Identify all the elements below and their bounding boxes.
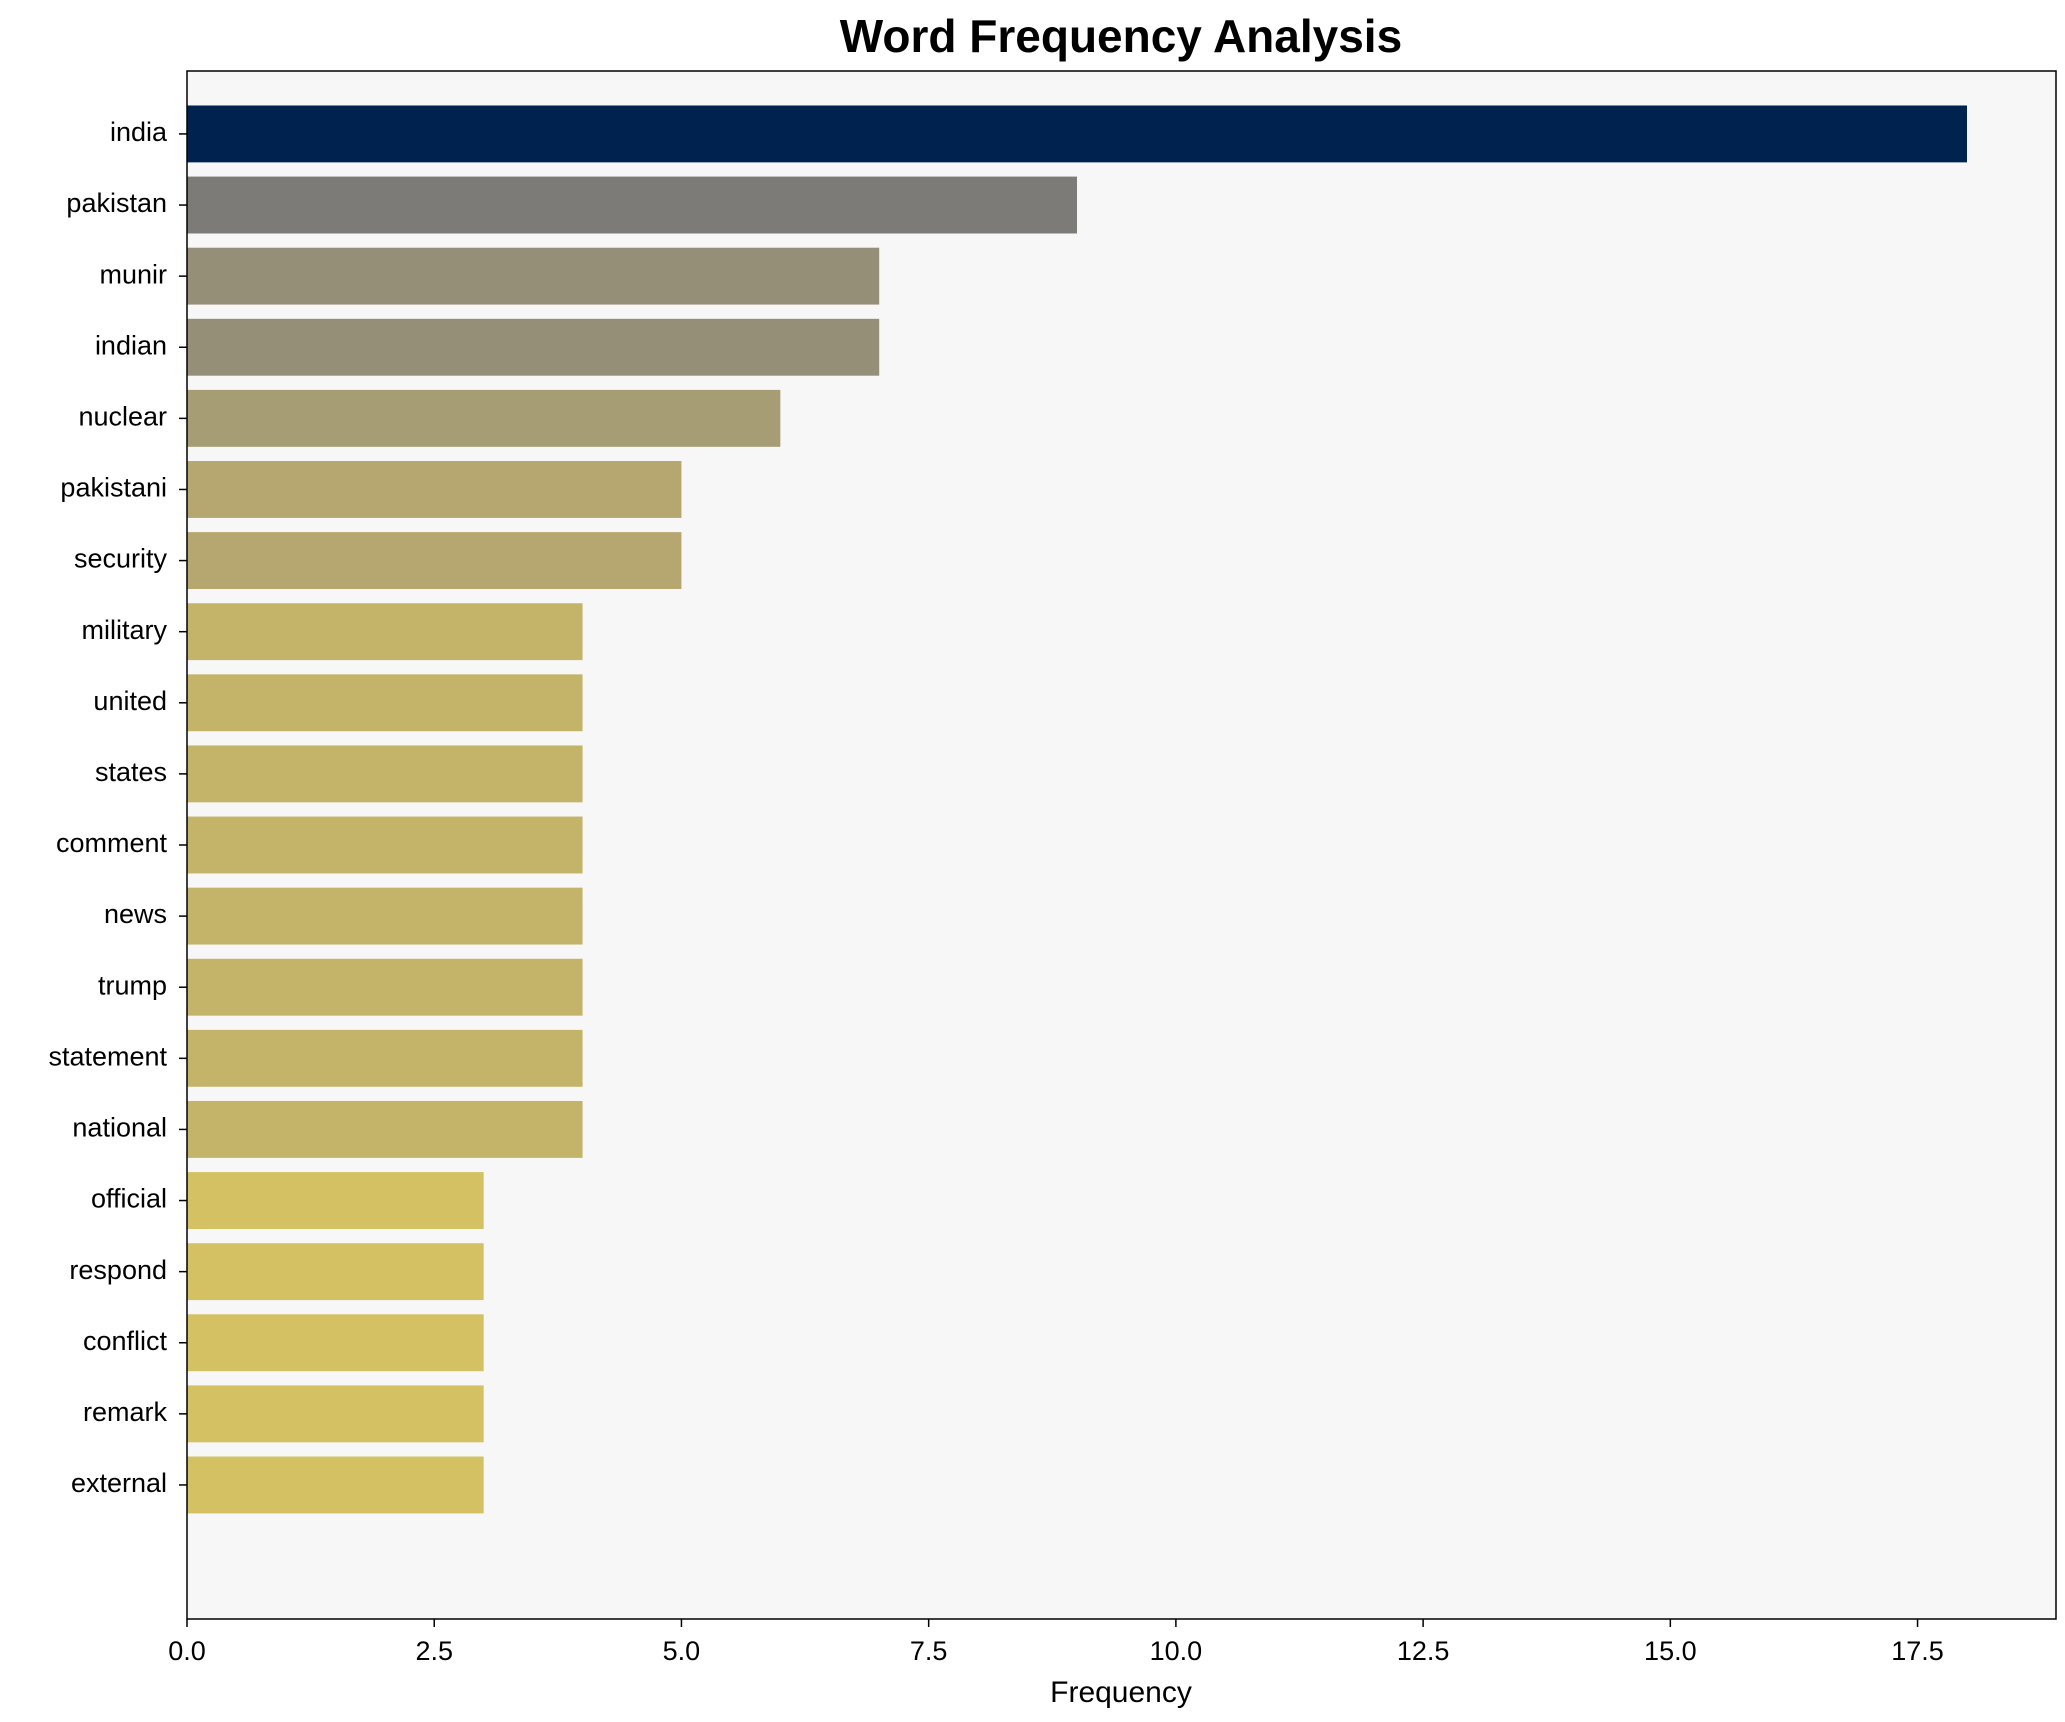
- y-tick-label: states: [95, 757, 167, 787]
- bar: [187, 958, 583, 1016]
- bar: [187, 176, 1077, 234]
- y-tick-label: military: [82, 615, 168, 645]
- x-tick-label: 0.0: [168, 1636, 206, 1666]
- y-tick-label: nuclear: [78, 401, 167, 431]
- x-tick-label: 5.0: [663, 1636, 701, 1666]
- bar: [187, 674, 583, 732]
- bar: [187, 318, 880, 376]
- bar: [187, 461, 682, 518]
- bar: [187, 603, 583, 661]
- y-tick-label: remark: [83, 1397, 168, 1427]
- y-tick-label: official: [91, 1184, 167, 1214]
- y-tick-label: united: [93, 686, 167, 716]
- y-tick-label: security: [74, 544, 168, 574]
- x-tick-label: 10.0: [1150, 1636, 1203, 1666]
- bar: [187, 1456, 484, 1514]
- y-tick-label: india: [110, 117, 168, 147]
- bar: [187, 1029, 583, 1087]
- bar: [187, 887, 583, 945]
- bar: [187, 532, 682, 590]
- bar: [187, 389, 781, 447]
- bar: [187, 1385, 484, 1443]
- y-tick-label: indian: [95, 330, 167, 360]
- y-tick-label: munir: [99, 259, 167, 289]
- y-tick-label: pakistani: [60, 473, 167, 503]
- y-tick-label: news: [104, 899, 167, 929]
- chart-title: Word Frequency Analysis: [840, 10, 1402, 62]
- x-tick-label: 15.0: [1644, 1636, 1697, 1666]
- bar: [187, 1314, 484, 1372]
- y-tick-label: respond: [69, 1255, 167, 1285]
- x-tick-label: 12.5: [1397, 1636, 1450, 1666]
- y-tick-label: trump: [98, 970, 167, 1000]
- x-tick-label: 17.5: [1891, 1636, 1944, 1666]
- bar: [187, 105, 1967, 163]
- y-tick-label: external: [71, 1468, 167, 1498]
- y-tick-label: conflict: [83, 1326, 168, 1356]
- bar: [187, 1243, 484, 1301]
- bar: [187, 745, 583, 803]
- plot-frame: [186, 70, 2057, 1620]
- bar: [187, 247, 880, 305]
- y-tick-label: national: [72, 1113, 167, 1143]
- bar: [187, 1100, 583, 1158]
- x-axis-label: Frequency: [1050, 1676, 1192, 1709]
- x-tick-label: 2.5: [415, 1636, 453, 1666]
- bar: [187, 1172, 484, 1229]
- bar: [187, 816, 583, 874]
- y-tick-label: statement: [48, 1041, 167, 1071]
- x-tick-label: 7.5: [910, 1636, 948, 1666]
- y-tick-label: pakistan: [66, 188, 167, 218]
- y-tick-label: comment: [56, 828, 168, 858]
